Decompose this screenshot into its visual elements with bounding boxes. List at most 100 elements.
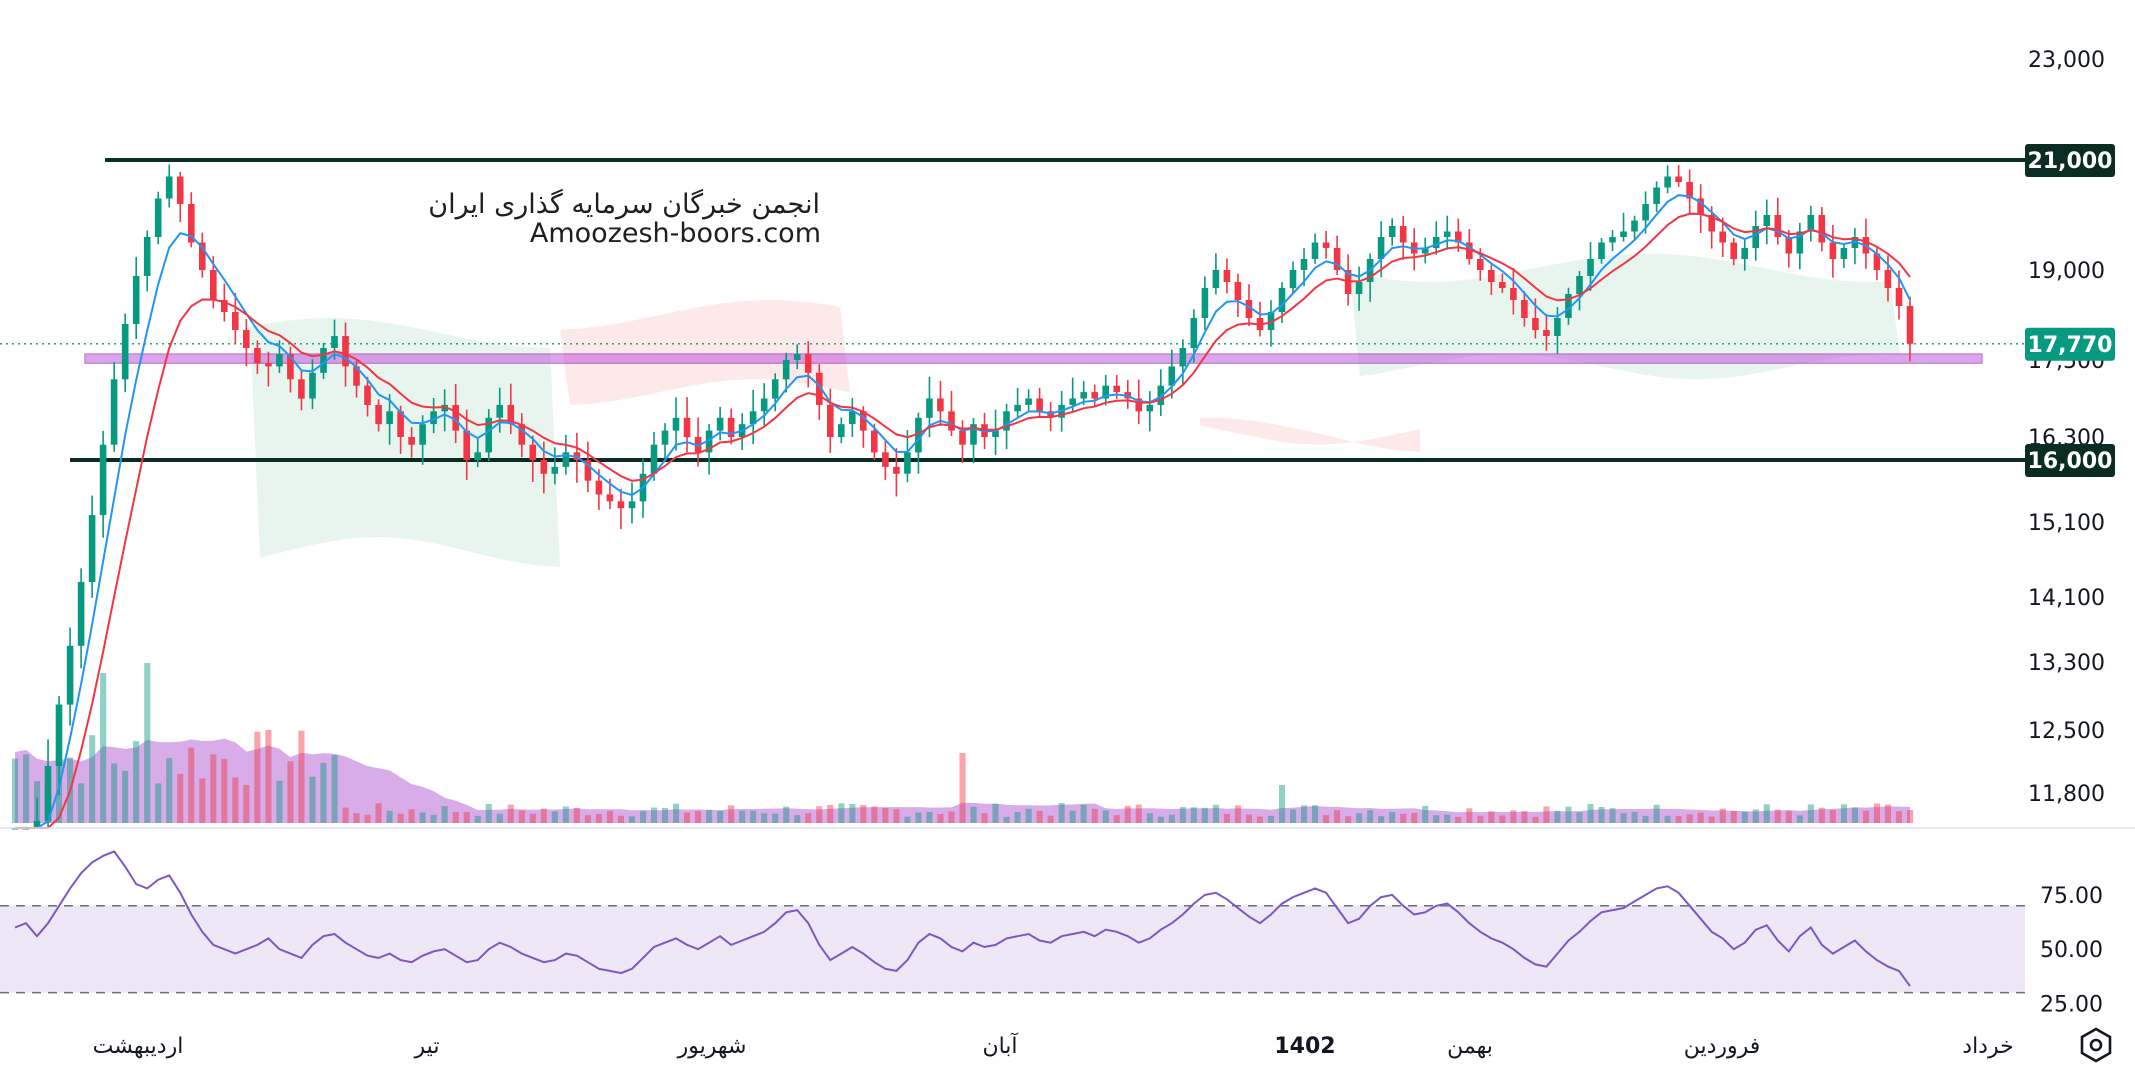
rsi-pane: 75.00 50.00 25.00 [0, 850, 2103, 1018]
candle-body [1157, 385, 1165, 405]
volume-bar [1719, 808, 1726, 823]
volume-bar [12, 758, 19, 823]
price-axis[interactable]: 23,00021,00019,00017,50016,30016,00015,1… [0, 48, 2135, 829]
volume-bar [1168, 814, 1175, 823]
volume-bar [1047, 815, 1054, 823]
volume-bar [783, 806, 790, 823]
candle-body [121, 324, 129, 380]
volume-bar [1620, 813, 1627, 823]
candle-body [749, 411, 757, 425]
volume-bar [805, 813, 812, 823]
settings-icon[interactable] [2076, 1025, 2116, 1065]
volume-bar [1036, 810, 1043, 823]
volume-bar [1323, 815, 1330, 823]
candle-body [386, 411, 393, 425]
candle-body [1322, 242, 1330, 248]
volume-bar [970, 806, 977, 823]
candle-body [716, 417, 724, 431]
candle-body [1719, 231, 1726, 243]
volume-bar [518, 810, 525, 823]
volume-bar [111, 763, 118, 823]
candle-body [760, 398, 768, 412]
candle-body [188, 204, 195, 243]
volume-bar [1554, 810, 1561, 823]
volume-bar [761, 813, 768, 823]
volume-bar [342, 807, 349, 823]
candle-body [1333, 248, 1341, 270]
price-tick-label: 13,300 [2028, 651, 2105, 676]
rsi-tick-label: 25.00 [2040, 993, 2103, 1018]
candle-body [1664, 176, 1671, 188]
candle-body [254, 348, 261, 364]
candle-body [1587, 259, 1594, 276]
ma-fast-line [15, 194, 1911, 829]
candle-body [804, 354, 812, 373]
candle-body [672, 417, 680, 431]
candle-body [33, 821, 41, 828]
candle-body [1355, 282, 1363, 294]
volume-bar [926, 812, 933, 823]
candle-body [1102, 385, 1109, 399]
volume-bar [706, 810, 713, 823]
volume-bar [1752, 809, 1759, 823]
moving-averages-layer [15, 194, 1911, 829]
candle-body [1377, 237, 1385, 259]
volume-bar [1499, 815, 1506, 823]
volume-bar [728, 805, 735, 823]
volume-bar [1102, 810, 1109, 823]
volume-bar [320, 762, 327, 823]
volume-bar [1245, 814, 1252, 823]
candle-body [915, 417, 922, 453]
ichimoku-cloud-0 [250, 318, 560, 567]
candle-body [55, 704, 63, 766]
volume-bar [1014, 812, 1021, 823]
candle-body [1796, 231, 1804, 254]
volume-bar [1884, 804, 1891, 823]
candle-body [1752, 226, 1759, 248]
candle-body [1223, 270, 1231, 282]
candle-body [154, 198, 162, 237]
volume-bar [78, 783, 85, 823]
volume-bar [353, 813, 360, 823]
volume-bar [1212, 804, 1219, 823]
volume-bar [1708, 816, 1715, 823]
candle-body [1036, 398, 1043, 412]
volume-bar [89, 735, 96, 823]
candle-body [1179, 348, 1187, 367]
volume-bar [948, 811, 955, 823]
candle-body [661, 430, 669, 445]
candle-body [893, 466, 900, 474]
level-badge-16000-label: 16,000 [2028, 449, 2113, 474]
candle-body [1653, 187, 1660, 204]
volume-bar [695, 810, 702, 823]
volume-bar [1907, 810, 1914, 823]
volume-bar [430, 814, 437, 823]
volume-bar [1267, 815, 1274, 823]
price-tick-label: 15,100 [2028, 511, 2105, 536]
candle-body [1829, 242, 1837, 259]
candle-body [507, 404, 515, 425]
volume-bar [1091, 808, 1098, 823]
volume-bar [1598, 807, 1605, 823]
price-tick-label: 23,000 [2028, 48, 2105, 73]
candle-body [1278, 288, 1286, 312]
candle-body [606, 494, 614, 502]
candle-body [1807, 215, 1815, 232]
volume-bar [1686, 814, 1693, 823]
volume-bar [893, 809, 900, 823]
volume-bar [463, 812, 470, 823]
candle-body [485, 417, 492, 453]
price-tick-label: 14,100 [2028, 586, 2105, 611]
volume-bar [485, 804, 492, 823]
volume-bar [529, 813, 536, 823]
time-axis[interactable]: اردیبهشت تیر شهریور آبان 1402 بهمن فروردین خردا… [93, 1032, 2014, 1059]
candle-body [827, 404, 834, 437]
candle-body [496, 404, 503, 418]
candle-body [1421, 248, 1429, 254]
candle-body [540, 460, 548, 474]
candle-body [66, 645, 74, 705]
candle-body [562, 452, 570, 467]
volume-bar [1653, 804, 1660, 823]
